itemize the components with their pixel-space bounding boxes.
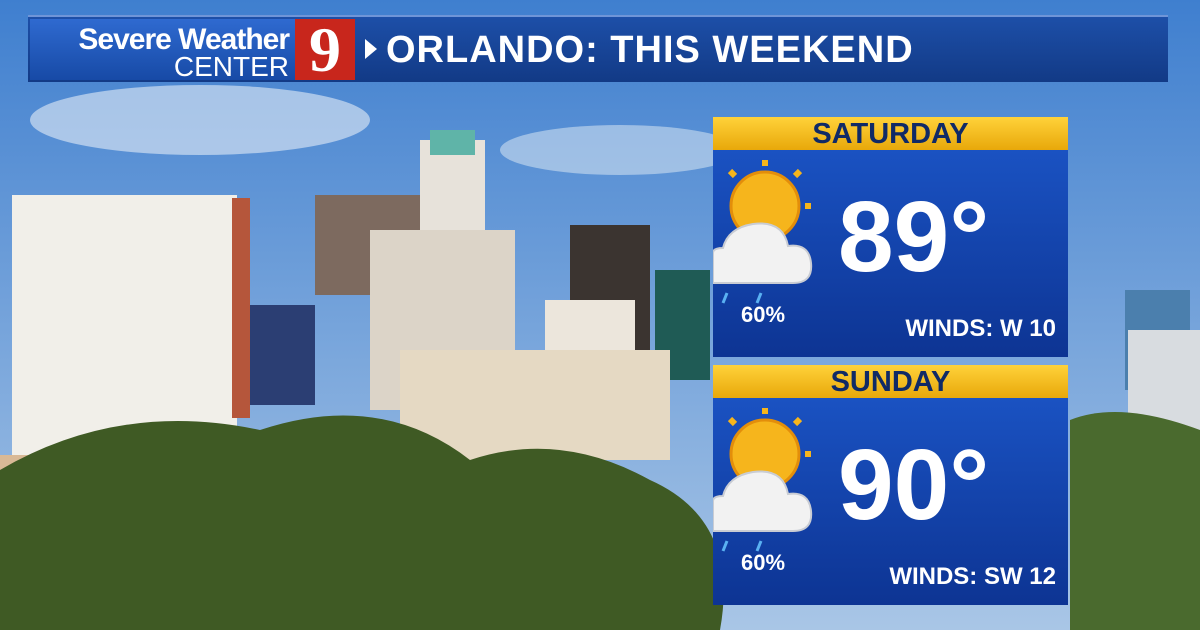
winds: WINDS: SW 12 <box>889 563 1056 590</box>
winds: WINDS: W 10 <box>905 315 1056 342</box>
brand: Severe Weather CENTER <box>30 19 295 82</box>
arrow <box>365 39 377 59</box>
forecast-card: SATURDAY 89° 60% WINDS: W 10 <box>713 117 1068 357</box>
card-body: 90° 60% WINDS: SW 12 <box>713 398 1068 605</box>
day: SUNDAY <box>713 365 1068 398</box>
precipitation: 60% <box>741 550 786 575</box>
temperature: 90° <box>838 429 990 541</box>
logo: 9 <box>295 18 355 82</box>
day: SATURDAY <box>713 117 1068 150</box>
temperature: 89° <box>838 181 990 293</box>
weather-icon <box>713 408 813 552</box>
title: ORLANDO: THIS WEEKEND <box>386 29 914 71</box>
card-body: 89° 60% WINDS: W 10 <box>713 150 1068 357</box>
brand-line: Severe Weather <box>78 23 290 56</box>
forecast-card: SUNDAY 90° 60% WINDS: SW 12 <box>713 365 1068 605</box>
weather-icon <box>713 160 813 304</box>
brand-line: CENTER <box>173 51 289 82</box>
header-bar: Severe Weather CENTER 9 ORLANDO: THIS WE… <box>28 15 1168 82</box>
precipitation: 60% <box>741 302 786 327</box>
